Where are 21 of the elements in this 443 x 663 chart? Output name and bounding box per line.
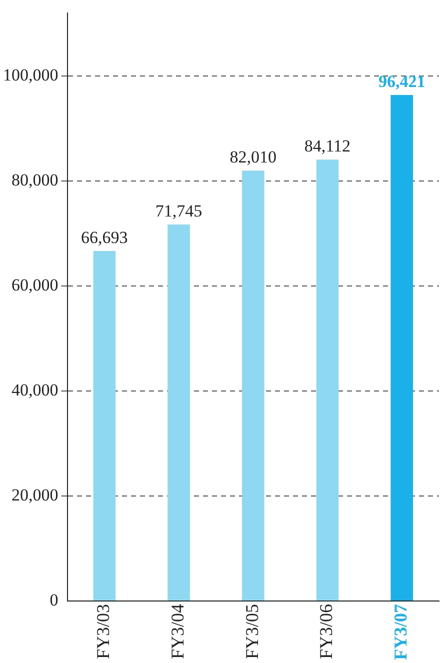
data-label: 84,112 (304, 136, 351, 156)
bar (316, 160, 339, 601)
y-tick-label: 0 (50, 590, 58, 610)
bar (390, 94, 413, 601)
x-tick-label: FY3/07 (390, 604, 410, 660)
y-tick-label: 60,000 (12, 276, 58, 295)
x-tick-label: FY3/03 (93, 604, 114, 660)
data-label: 82,010 (230, 148, 276, 167)
y-tick-label: 100,000 (3, 66, 58, 85)
data-label: 66,693 (81, 228, 128, 247)
data-label: 71,745 (155, 201, 202, 220)
y-tick-label: 40,000 (12, 380, 58, 400)
y-tick-label: 20,000 (12, 486, 58, 505)
bar (168, 224, 190, 601)
bar (242, 170, 264, 601)
data-label: 96,421 (378, 72, 426, 91)
x-tick-label: FY3/04 (168, 604, 188, 660)
bar (93, 250, 116, 601)
x-tick-label: FY3/06 (316, 604, 336, 660)
x-tick-label: FY3/05 (242, 604, 262, 660)
y-tick-label: 80,000 (12, 170, 58, 190)
